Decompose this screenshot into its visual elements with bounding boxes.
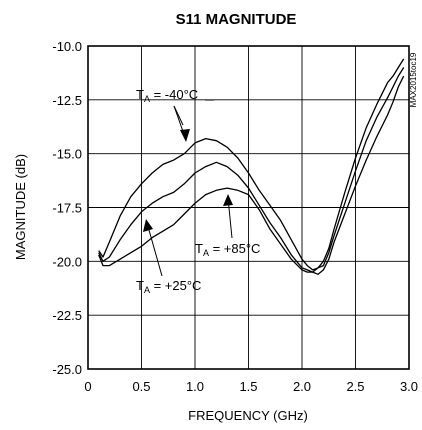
leader-plus25 [146, 222, 163, 277]
annotation-plus25-value: = +25°C [150, 278, 201, 293]
plot-frame [87, 45, 410, 370]
annotation-plus85-t: T [195, 241, 203, 256]
annotation-plus85-value: = +85°C [209, 241, 260, 256]
chart-title: S11 MAGNITUDE [176, 11, 297, 28]
series-line-1 [98, 58, 405, 271]
x-tick-label: 1.0 [186, 379, 204, 394]
y-tick-label: -17.5 [52, 201, 82, 216]
x-tick-label: 1.5 [239, 379, 257, 394]
y-tick-label: -25.0 [52, 362, 82, 377]
annotation-plus85-sub: A [203, 248, 209, 258]
plot-grid [88, 46, 409, 369]
annotation-plus25-sub: A [144, 285, 150, 295]
annotation-minus40-t: T [136, 87, 144, 102]
y-tick-label: -20.0 [52, 254, 82, 269]
x-tick-label: 3.0 [400, 379, 418, 394]
x-tick-label: 0 [84, 379, 91, 394]
series-layer [98, 58, 405, 275]
annotation-minus40-sub: A [144, 94, 150, 104]
annotation-minus40-value: = -40°C [150, 87, 198, 102]
x-axis-label: FREQUENCY (GHz) [188, 408, 308, 423]
y-tick-labels: -10.0 -12.5 -15.0 -17.5 -20.0 -22.5 -25.0 [52, 39, 82, 377]
arrowhead-minus40 [180, 129, 190, 142]
arrowhead-plus85 [223, 194, 233, 206]
series-line-2 [98, 67, 405, 273]
annotation-leaders [143, 99, 233, 277]
annotation-plus25: TA = +25°C [136, 278, 201, 295]
arrowhead-plus25 [143, 219, 153, 232]
x-tick-label: 2.0 [293, 379, 311, 394]
y-axis-label: MAGNITUDE (dB) [13, 154, 28, 260]
annotation-plus25-t: T [136, 278, 144, 293]
y-tick-label: -22.5 [52, 308, 82, 323]
y-tick-label: -10.0 [52, 39, 82, 54]
y-tick-label: -12.5 [52, 93, 82, 108]
y-tick-label: -15.0 [52, 147, 82, 162]
annotation-plus85: TA = +85°C [195, 241, 260, 258]
series-line-3 [98, 75, 405, 275]
annotation-minus40: TA = -40°C [136, 87, 198, 104]
x-tick-labels: 0 0.5 1.0 1.5 2.0 2.5 3.0 [84, 379, 418, 394]
x-tick-label: 0.5 [132, 379, 150, 394]
figure-code-label: MAX2015toc19 [409, 52, 418, 107]
x-tick-label: 2.5 [346, 379, 364, 394]
